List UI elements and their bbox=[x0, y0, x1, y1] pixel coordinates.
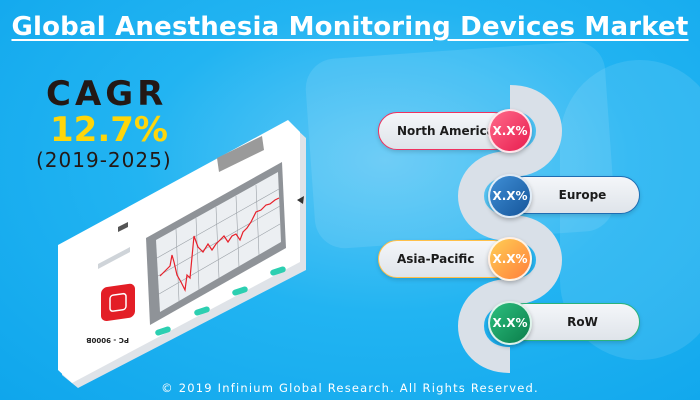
cagr-value: 12.7% bbox=[50, 110, 168, 150]
region-value-badge: X.X% bbox=[488, 237, 532, 281]
region-name: RoW bbox=[567, 315, 598, 329]
region-value-badge: X.X% bbox=[488, 174, 532, 218]
page-title: Global Anesthesia Monitoring Devices Mar… bbox=[11, 12, 689, 42]
cagr-period: (2019-2025) bbox=[36, 148, 172, 172]
copyright-footer: © 2019 Infinium Global Research. All Rig… bbox=[161, 381, 539, 395]
device-top-button bbox=[217, 136, 264, 172]
device-model-label: PC - 9000B bbox=[86, 336, 129, 344]
cagr-label: CAGR bbox=[46, 74, 168, 114]
region-name: Asia-Pacific bbox=[397, 252, 475, 266]
ecg-waveform bbox=[159, 197, 280, 293]
red-power-button bbox=[101, 283, 135, 322]
region-name: Europe bbox=[558, 188, 607, 202]
region-name: North America bbox=[397, 124, 495, 138]
region-value-badge: X.X% bbox=[488, 301, 532, 345]
serpentine-path bbox=[458, 85, 562, 373]
region-value-badge: X.X% bbox=[488, 109, 532, 153]
